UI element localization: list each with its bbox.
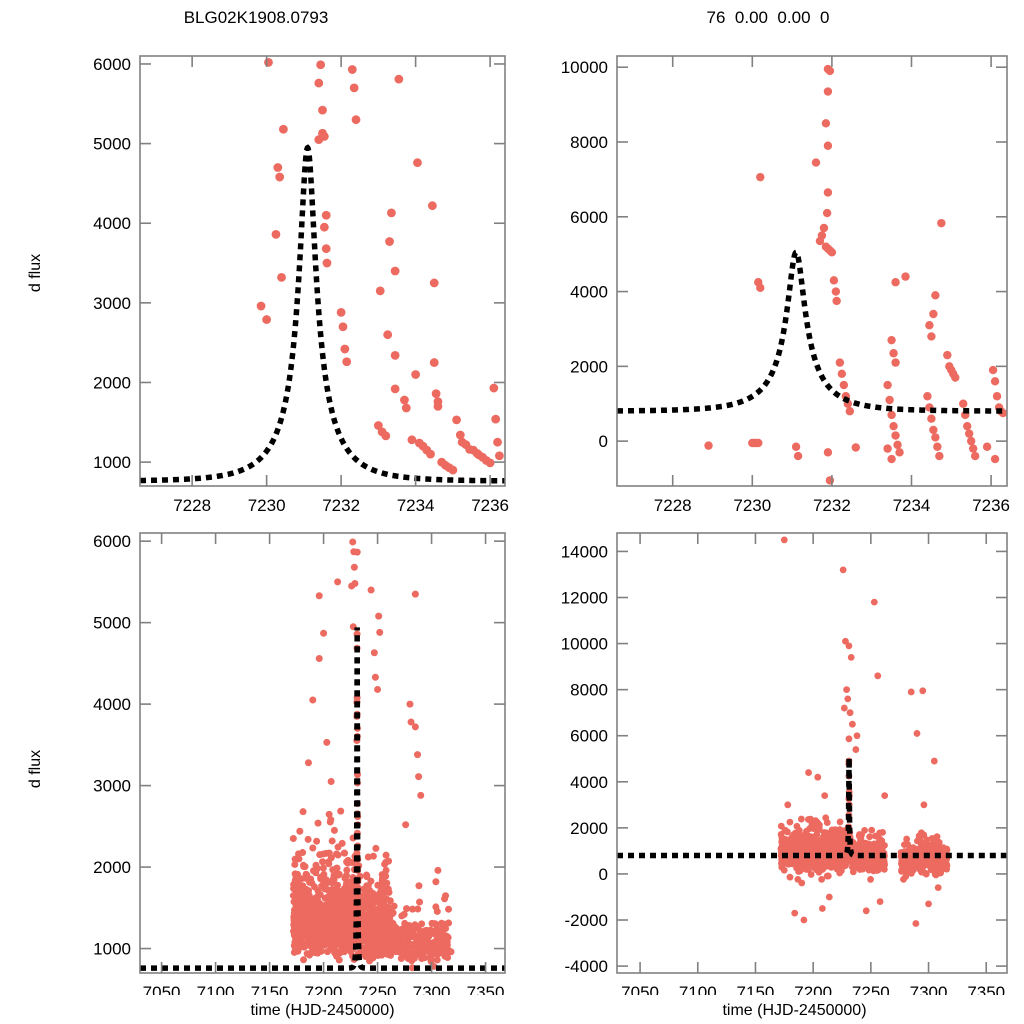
panel-bottom-left-plot: 1000 2000 3000 4000 5000 6000 7050 7100 7150 7200… — [93, 532, 506, 995]
svg-text:14000: 14000 — [561, 542, 608, 561]
panel-top-left-title: BLG02K1908.0793 — [183, 8, 329, 27]
svg-text:6000: 6000 — [570, 208, 608, 227]
svg-text:7236: 7236 — [972, 496, 1010, 515]
svg-text:7232: 7232 — [322, 496, 360, 515]
svg-text:2000: 2000 — [93, 858, 131, 877]
svg-text:0: 0 — [599, 865, 608, 884]
svg-text:6000: 6000 — [570, 727, 608, 746]
panel-bottom-right-plot: -4000 -2000 0 2000 4000 6000 8000 10000 12000 140… — [561, 532, 1008, 995]
panel-bottom-left-xlabel: time (HJD-2450000) — [250, 1002, 395, 1019]
svg-text:7236: 7236 — [471, 496, 509, 515]
svg-text:7200: 7200 — [794, 983, 832, 995]
svg-text:-4000: -4000 — [565, 957, 608, 976]
svg-text:7050: 7050 — [143, 983, 181, 995]
svg-text:2000: 2000 — [570, 357, 608, 376]
svg-text:12000: 12000 — [561, 589, 608, 608]
svg-text:7100: 7100 — [197, 983, 235, 995]
panel-top-left-plot: 1000 2000 3000 4000 5000 6000 7228 7230 7232 7234… — [93, 55, 509, 515]
svg-text:7050: 7050 — [621, 983, 659, 995]
svg-text:7230: 7230 — [733, 496, 771, 515]
svg-text:10000: 10000 — [561, 635, 608, 654]
svg-text:5000: 5000 — [93, 614, 131, 633]
panel-bottom-right: -4000 -2000 0 2000 4000 6000 8000 10000 12000 140… — [512, 515, 1024, 1024]
svg-text:1000: 1000 — [93, 453, 131, 472]
svg-text:-2000: -2000 — [565, 911, 608, 930]
svg-text:6000: 6000 — [93, 55, 131, 74]
svg-text:7250: 7250 — [852, 983, 890, 995]
svg-text:2000: 2000 — [93, 373, 131, 392]
svg-text:7228: 7228 — [654, 496, 692, 515]
svg-text:7350: 7350 — [967, 983, 1005, 995]
svg-text:7234: 7234 — [893, 496, 931, 515]
svg-text:3000: 3000 — [93, 294, 131, 313]
svg-text:4000: 4000 — [93, 214, 131, 233]
svg-text:8000: 8000 — [570, 681, 608, 700]
svg-text:3000: 3000 — [93, 777, 131, 796]
svg-text:7250: 7250 — [359, 983, 397, 995]
panel-top-left: BLG02K1908.0793 d flux 1000 2000 3000 4000 5… — [0, 8, 512, 520]
panel-top-right-title: 76 0.00 0.00 0 — [706, 8, 830, 27]
svg-text:8000: 8000 — [570, 133, 608, 152]
svg-text:5000: 5000 — [93, 135, 131, 154]
svg-text:10000: 10000 — [561, 58, 608, 77]
svg-text:7234: 7234 — [397, 496, 435, 515]
svg-text:7230: 7230 — [248, 496, 286, 515]
panel-bottom-right-xlabel: time (HJD-2450000) — [722, 1002, 867, 1019]
panel-top-right-plot: 0 2000 4000 6000 8000 10000 7228 7230 7232 7234 72… — [561, 55, 1010, 515]
svg-text:7350: 7350 — [467, 983, 505, 995]
svg-text:7100: 7100 — [679, 983, 717, 995]
svg-text:6000: 6000 — [93, 532, 131, 551]
svg-text:2000: 2000 — [570, 819, 608, 838]
svg-text:7232: 7232 — [813, 496, 851, 515]
svg-text:0: 0 — [599, 432, 608, 451]
svg-text:4000: 4000 — [570, 283, 608, 302]
panel-bottom-left: d flux 1000 2000 3000 4000 5000 6000 7050 7100 7… — [0, 515, 512, 1024]
svg-text:1000: 1000 — [93, 940, 131, 959]
svg-text:7200: 7200 — [305, 983, 343, 995]
panel-top-right: 76 0.00 0.00 0 0 2000 4000 6000 8000 10000 722… — [512, 8, 1024, 520]
svg-text:7228: 7228 — [173, 496, 211, 515]
svg-text:7300: 7300 — [910, 983, 948, 995]
svg-text:7150: 7150 — [251, 983, 289, 995]
svg-text:4000: 4000 — [570, 773, 608, 792]
svg-text:7150: 7150 — [737, 983, 775, 995]
svg-text:4000: 4000 — [93, 695, 131, 714]
svg-text:7300: 7300 — [413, 983, 451, 995]
